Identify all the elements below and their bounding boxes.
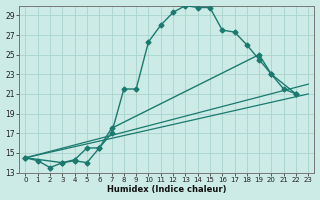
X-axis label: Humidex (Indice chaleur): Humidex (Indice chaleur) (107, 185, 227, 194)
